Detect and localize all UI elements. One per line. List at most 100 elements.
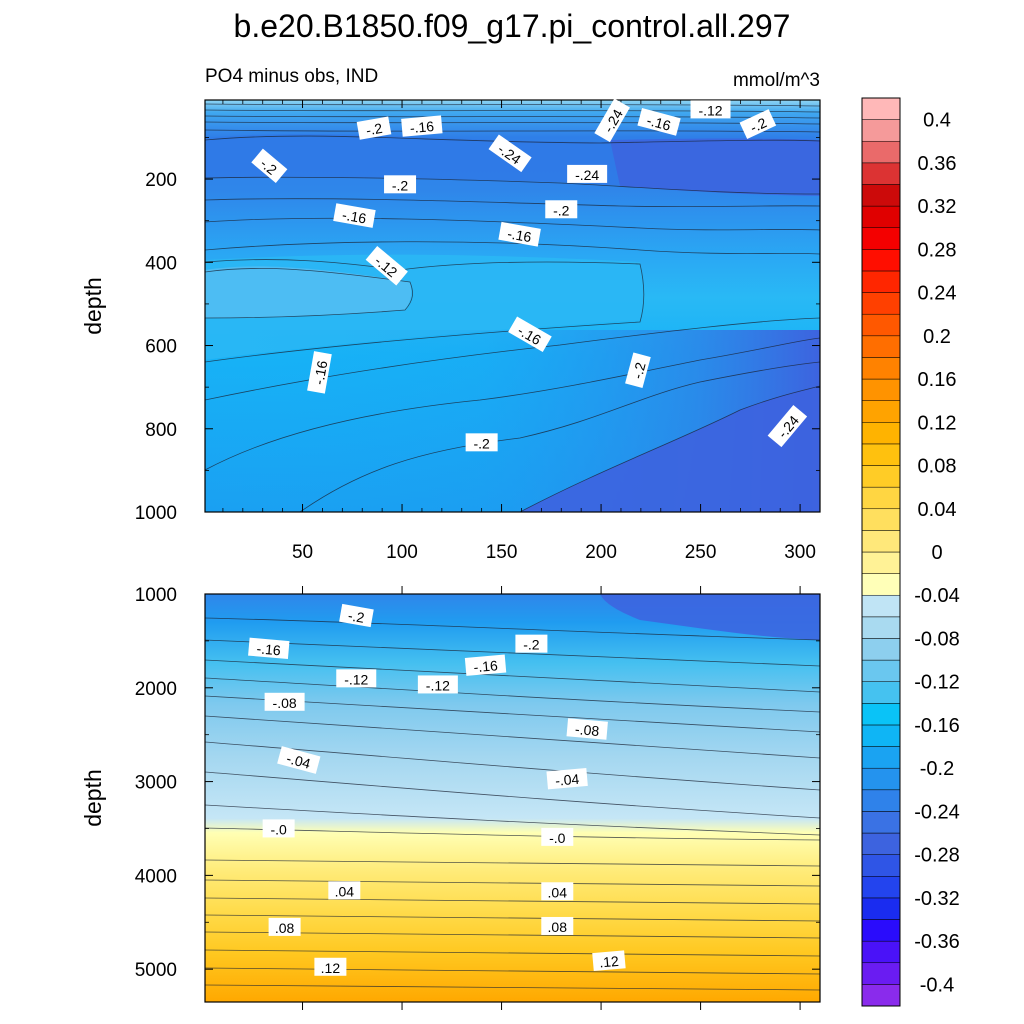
colorbar-swatch xyxy=(861,897,901,920)
contour-label-text: .04 xyxy=(548,884,568,900)
contour-label-box xyxy=(498,221,541,247)
contour-label: -.2 xyxy=(356,116,392,140)
lower-y-axis-label: depth xyxy=(80,769,106,827)
colorbar-swatch xyxy=(861,465,901,488)
contour-label-text: -.16 xyxy=(645,112,673,134)
colorbar-swatch xyxy=(861,422,901,445)
contour-label-box xyxy=(541,882,574,901)
colorbar-swatch xyxy=(861,378,901,401)
contour-label: .04 xyxy=(541,882,574,901)
colorbar-tick-label: 0.28 xyxy=(918,239,957,261)
colorbar-swatch xyxy=(861,594,901,618)
upper-right-min-region xyxy=(610,138,820,196)
upper-x-tick-label: 100 xyxy=(386,542,418,563)
contour-label-text: .12 xyxy=(321,960,341,976)
contour-label-box xyxy=(541,827,574,846)
contour-label-box xyxy=(541,916,574,935)
contour-label-text: .08 xyxy=(275,920,295,936)
lower-panel-fill xyxy=(205,594,820,1002)
contour-label: -.24 xyxy=(567,164,608,183)
colorbar-tick-label: 0.08 xyxy=(918,456,957,478)
contour-label-text: -.2 xyxy=(553,202,570,218)
contour-label: -.08 xyxy=(264,692,305,711)
contour-label: -.2 xyxy=(515,634,548,653)
contour-label-text: -.16 xyxy=(310,359,330,386)
colorbar-swatch xyxy=(861,400,901,423)
contour-label-box xyxy=(277,746,321,774)
contour-label: -.08 xyxy=(566,718,608,740)
colorbar-swatch xyxy=(861,811,901,834)
colorbar-swatch xyxy=(861,184,901,207)
contour-label-box xyxy=(328,881,361,900)
contour-label-box xyxy=(625,352,651,389)
chart-subtitle-units: mmol/m^3 xyxy=(733,70,820,91)
contour-label-box xyxy=(488,134,532,173)
colorbar-tick-label: -0.08 xyxy=(914,628,960,650)
colorbar-swatch xyxy=(861,832,901,855)
contour-label-box xyxy=(637,108,681,136)
colorbar-tick-label: 0.2 xyxy=(923,326,951,348)
upper-y-tick-label: 1000 xyxy=(135,503,177,524)
contour-label-box xyxy=(336,669,377,688)
colorbar-swatch xyxy=(861,443,901,466)
colorbar-swatch xyxy=(861,270,901,293)
colorbar: -0.4 -0.36 -0.32 -0.28 -0.24 -0.2 -0.16 -0.12 -0… xyxy=(861,97,960,1007)
contour-label: -.2 xyxy=(384,175,417,194)
upper-x-tick-label: 50 xyxy=(292,542,313,563)
colorbar-swatch xyxy=(861,940,901,964)
contour-label-text: -.08 xyxy=(273,695,297,711)
contour-label-box xyxy=(333,203,376,228)
lower-axes: 1000 2000 3000 4000 5000 xyxy=(135,585,820,1010)
upper-contour-labels: -.2 -.16-.24-.24 -.16-.12-.2-.2-.2-.24-.16… xyxy=(251,98,808,452)
lower-top-min-region xyxy=(600,594,820,640)
contour-label-text: -.16 xyxy=(409,118,435,136)
contour-label: -.16 xyxy=(401,115,443,137)
colorbar-tick-label: 0.12 xyxy=(918,412,957,434)
colorbar-swatch xyxy=(861,703,901,726)
contour-label-text: -.16 xyxy=(256,640,282,658)
contour-label-text: -.12 xyxy=(426,677,450,693)
contour-label: .12 xyxy=(314,957,347,976)
colorbar-swatch xyxy=(861,789,901,812)
contour-label-box xyxy=(767,404,808,448)
colorbar-swatch xyxy=(861,292,901,315)
lower-y-tick-label: 2000 xyxy=(135,679,177,700)
colorbar-swatch xyxy=(861,357,901,380)
lower-contour-labels: -.2 -.2 -.16 -.16 -.12 -.12 -.08 -.08 -.04 -.04 -.… xyxy=(248,603,626,976)
colorbar-tick-label: 0.32 xyxy=(918,196,957,218)
contour-label-box xyxy=(356,116,392,140)
contour-label: .04 xyxy=(328,881,361,900)
upper-panel: 50 100 150 200 250 300 200 400 600 800 1000 -.2 -.1… xyxy=(80,98,821,563)
contour-label-text: -.2 xyxy=(629,360,649,380)
contour-label-text: -.0 xyxy=(270,821,287,837)
upper-axes: 50 100 150 200 250 300 200 400 600 800 1000 xyxy=(135,100,821,563)
colorbar-tick-label: 0 xyxy=(931,542,942,564)
upper-y-tick-label: 800 xyxy=(145,420,177,441)
contour-label-text: -.2 xyxy=(748,114,770,135)
contour-label-text: -.04 xyxy=(285,750,313,772)
contour-label-box xyxy=(690,100,731,119)
colorbar-tick-label: -0.12 xyxy=(914,672,960,694)
contour-label-box xyxy=(515,634,548,653)
contour-label: -.0 xyxy=(262,819,295,838)
colorbar-tick-label: 0.16 xyxy=(918,369,957,391)
colorbar-tick-label: -0.28 xyxy=(914,845,960,867)
contour-label-box xyxy=(307,351,332,394)
contour-label-box xyxy=(339,603,374,628)
colorbar-swatch xyxy=(861,313,901,337)
colorbar-swatch xyxy=(861,616,901,639)
contour-label: -.0 xyxy=(541,827,574,846)
contour-label-box xyxy=(365,245,408,286)
contour-label-text: -.2 xyxy=(473,435,490,451)
colorbar-swatch xyxy=(861,140,901,164)
contour-label: -.2 xyxy=(625,352,651,389)
contour-label-box xyxy=(739,109,777,139)
contour-label: .08 xyxy=(268,917,301,936)
contour-label-text: .12 xyxy=(599,953,620,971)
upper-tongue-core xyxy=(205,266,412,318)
contour-label-box xyxy=(545,200,578,219)
contour-label-box xyxy=(268,917,301,936)
contour-label-text: -.2 xyxy=(392,177,409,193)
contour-label: -.12 xyxy=(417,675,458,694)
contour-label-box xyxy=(248,637,290,660)
